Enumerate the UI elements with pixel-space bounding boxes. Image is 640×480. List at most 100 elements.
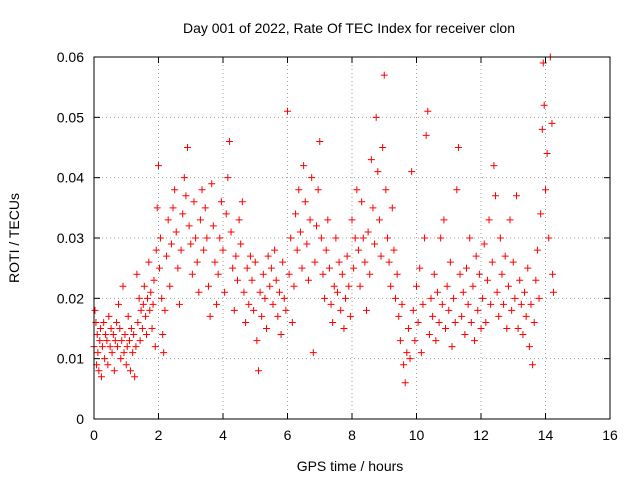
data-point [516, 276, 524, 284]
data-point [222, 210, 230, 218]
data-point [427, 294, 435, 302]
data-point [483, 276, 491, 284]
data-point [435, 318, 443, 326]
data-point [550, 288, 558, 296]
data-point [416, 264, 424, 272]
data-point [211, 258, 219, 266]
data-point [213, 300, 221, 308]
data-point [275, 288, 283, 296]
data-point [232, 252, 240, 260]
data-point [300, 162, 308, 170]
data-point [285, 270, 293, 278]
data-point [292, 210, 300, 218]
data-point [138, 325, 146, 332]
data-point [296, 228, 304, 236]
data-point [424, 107, 432, 115]
data-point [256, 288, 264, 296]
data-point [390, 246, 398, 254]
data-point [549, 270, 557, 278]
data-point [392, 294, 400, 302]
data-point [254, 367, 262, 375]
data-point [411, 337, 419, 345]
data-point [524, 264, 532, 272]
data-point [545, 234, 553, 242]
data-point [161, 306, 169, 314]
data-point [454, 144, 462, 151]
data-point [325, 264, 333, 272]
data-point [120, 349, 128, 357]
data-point [237, 240, 245, 248]
data-point [522, 312, 530, 320]
data-point [201, 204, 209, 212]
x-tick-label: 2 [155, 427, 163, 443]
data-point [409, 306, 417, 314]
data-point [356, 282, 364, 290]
data-point [298, 264, 306, 272]
data-point [140, 282, 148, 290]
data-point [387, 282, 395, 290]
y-tick-label: 0.05 [57, 109, 84, 125]
data-point [230, 306, 238, 314]
data-point [358, 198, 366, 206]
data-point [156, 234, 164, 242]
x-tick-label: 4 [219, 427, 227, 443]
data-point [139, 300, 147, 308]
data-point [517, 300, 525, 308]
data-point [146, 306, 154, 314]
data-point [456, 270, 464, 278]
data-point [396, 337, 404, 345]
data-point [182, 192, 190, 200]
data-point [380, 71, 388, 79]
data-point [240, 288, 248, 296]
data-point [93, 331, 101, 339]
data-point [467, 318, 475, 326]
data-point [217, 198, 225, 206]
x-axis-label: GPS time / hours [297, 458, 404, 474]
data-point [148, 325, 156, 332]
data-point [542, 186, 549, 194]
data-point [264, 252, 272, 260]
data-point [266, 282, 274, 290]
data-point [293, 246, 301, 254]
data-point [227, 228, 235, 236]
data-point [519, 331, 527, 339]
x-tick-label: 14 [538, 427, 554, 443]
data-point [477, 325, 485, 332]
data-point [101, 355, 109, 363]
data-point [301, 198, 309, 206]
data-point [538, 125, 546, 133]
y-tick-label: 0.02 [57, 290, 84, 306]
data-point [235, 216, 243, 224]
data-point [187, 240, 195, 248]
data-point [480, 240, 488, 248]
data-point [238, 198, 246, 206]
data-point [172, 228, 180, 236]
data-point [475, 270, 483, 278]
data-point [130, 331, 138, 339]
data-point [200, 246, 208, 254]
data-point [166, 282, 174, 290]
data-point [221, 288, 229, 296]
data-point [248, 276, 256, 284]
data-point [490, 162, 498, 170]
data-point [224, 174, 232, 182]
data-point [443, 282, 451, 290]
data-point [204, 282, 212, 290]
data-point [466, 234, 474, 242]
data-point [253, 337, 261, 345]
data-point [192, 234, 200, 242]
data-point [271, 246, 279, 254]
data-point [372, 113, 380, 121]
data-point [316, 137, 324, 145]
data-point [367, 156, 375, 164]
data-point [111, 337, 119, 345]
data-point [185, 222, 193, 230]
data-point [548, 119, 556, 127]
data-point [208, 180, 216, 188]
data-point [251, 258, 259, 266]
y-tick-label: 0.03 [57, 230, 84, 246]
data-point [440, 216, 448, 224]
data-point [540, 101, 548, 109]
data-point [96, 325, 104, 332]
data-point [119, 282, 127, 290]
